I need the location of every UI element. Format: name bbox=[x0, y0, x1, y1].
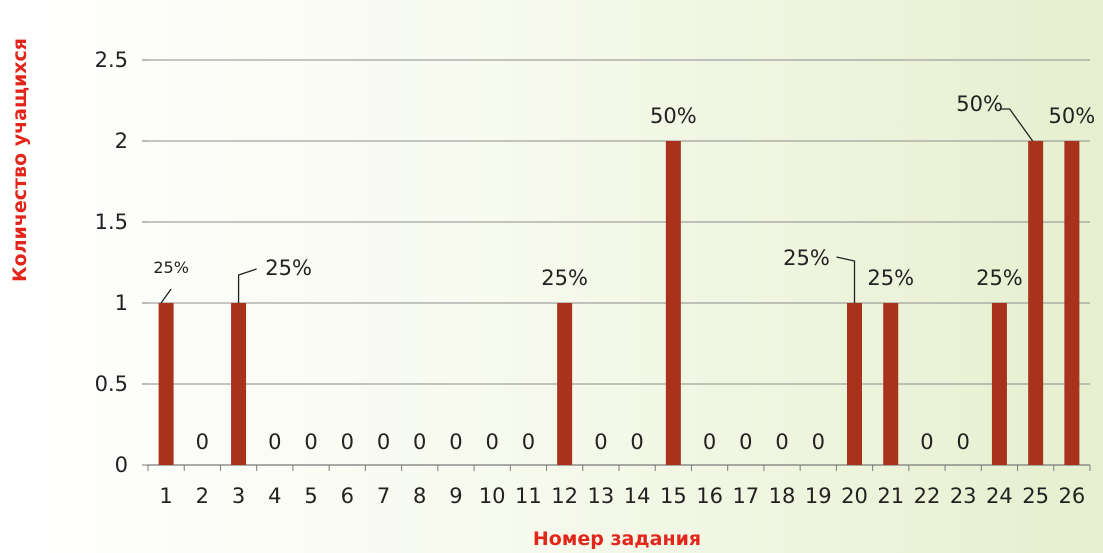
data-label: 0 bbox=[630, 430, 643, 454]
x-tick-label: 24 bbox=[986, 484, 1013, 508]
bar bbox=[1064, 141, 1080, 465]
x-tick-label: 13 bbox=[588, 484, 615, 508]
x-tick-label: 17 bbox=[732, 484, 759, 508]
x-tick-label: 10 bbox=[479, 484, 506, 508]
data-label: 0 bbox=[196, 430, 209, 454]
bar bbox=[665, 141, 681, 465]
leader-line bbox=[160, 288, 172, 304]
x-tick-label: 20 bbox=[841, 484, 868, 508]
bar bbox=[883, 303, 899, 465]
x-tick-label: 1 bbox=[159, 484, 172, 508]
data-label: 0 bbox=[812, 430, 825, 454]
bar bbox=[158, 303, 174, 465]
x-tick-label: 25 bbox=[1022, 484, 1049, 508]
x-tick-label: 11 bbox=[515, 484, 542, 508]
x-tick-label: 9 bbox=[449, 484, 462, 508]
x-tick-labels: 1 2 3 4 5 6 7 8 9 10 11 12 13 14 15 16 17 18 19 20 21 22 23 24 2… bbox=[159, 484, 1085, 508]
y-tick-labels: 0 0.5 1 1.5 2 2.5 bbox=[95, 48, 128, 477]
data-label: 0 bbox=[341, 430, 354, 454]
y-tick-label: 0.5 bbox=[95, 372, 128, 396]
x-tick-label: 8 bbox=[413, 484, 426, 508]
data-label: 0 bbox=[268, 430, 281, 454]
data-label: 0 bbox=[920, 430, 933, 454]
bar bbox=[991, 303, 1007, 465]
y-tick-label: 1.5 bbox=[95, 210, 128, 234]
data-label: 0 bbox=[377, 430, 390, 454]
data-label: 0 bbox=[449, 430, 462, 454]
leader-line bbox=[836, 256, 856, 303]
data-label: 0 bbox=[413, 430, 426, 454]
x-tick-label: 3 bbox=[232, 484, 245, 508]
y-tick-label: 2.5 bbox=[95, 48, 128, 72]
data-label: 0 bbox=[594, 430, 607, 454]
bars bbox=[158, 141, 1080, 465]
data-label: 25% bbox=[976, 266, 1023, 290]
data-label: 0 bbox=[703, 430, 716, 454]
data-label: 25% bbox=[867, 266, 914, 290]
bar bbox=[847, 303, 862, 465]
data-labels: 25%025%0 0 0 0 0 0 0 025%0 050%0 0 0 025%25%0 025%50… bbox=[153, 92, 1095, 454]
data-label: 25% bbox=[153, 258, 189, 277]
data-label: 0 bbox=[957, 430, 970, 454]
bar bbox=[557, 303, 573, 465]
data-label: 50% bbox=[650, 104, 697, 128]
gridlines bbox=[142, 59, 1091, 471]
data-label: 50% bbox=[1049, 104, 1096, 128]
x-tick-label: 23 bbox=[950, 484, 977, 508]
x-tick-label: 15 bbox=[660, 484, 687, 508]
x-axis-title: Номер задания bbox=[533, 528, 701, 550]
x-tick-label: 22 bbox=[914, 484, 941, 508]
y-tick-label: 1 bbox=[115, 291, 128, 315]
data-label: 0 bbox=[304, 430, 317, 454]
data-label: 50% bbox=[956, 92, 1003, 116]
x-tick-label: 26 bbox=[1059, 484, 1086, 508]
data-label: 0 bbox=[775, 430, 788, 454]
y-tick-label: 2 bbox=[115, 129, 128, 153]
x-tick-label: 21 bbox=[877, 484, 904, 508]
data-label: 0 bbox=[739, 430, 752, 454]
data-label-leader-lines bbox=[160, 108, 1034, 304]
x-tick-label: 4 bbox=[268, 484, 281, 508]
x-tick-label: 12 bbox=[551, 484, 578, 508]
x-tick-label: 14 bbox=[624, 484, 651, 508]
y-tick-label: 0 bbox=[115, 453, 128, 477]
x-tick-label: 2 bbox=[196, 484, 209, 508]
data-label: 0 bbox=[522, 430, 535, 454]
data-label: 25% bbox=[783, 246, 830, 270]
x-tick-label: 6 bbox=[341, 484, 354, 508]
x-tick-label: 16 bbox=[696, 484, 723, 508]
x-tick-label: 7 bbox=[377, 484, 390, 508]
x-tick-label: 19 bbox=[805, 484, 832, 508]
data-label: 25% bbox=[265, 256, 312, 280]
data-label: 0 bbox=[486, 430, 499, 454]
leader-line bbox=[237, 268, 257, 303]
bar bbox=[1028, 141, 1044, 465]
leader-line bbox=[999, 108, 1034, 142]
bar bbox=[231, 303, 247, 465]
y-axis-title: Количество учащихся bbox=[9, 38, 31, 282]
x-tick-label: 18 bbox=[769, 484, 796, 508]
x-tick-label: 5 bbox=[304, 484, 317, 508]
data-label: 25% bbox=[541, 266, 588, 290]
